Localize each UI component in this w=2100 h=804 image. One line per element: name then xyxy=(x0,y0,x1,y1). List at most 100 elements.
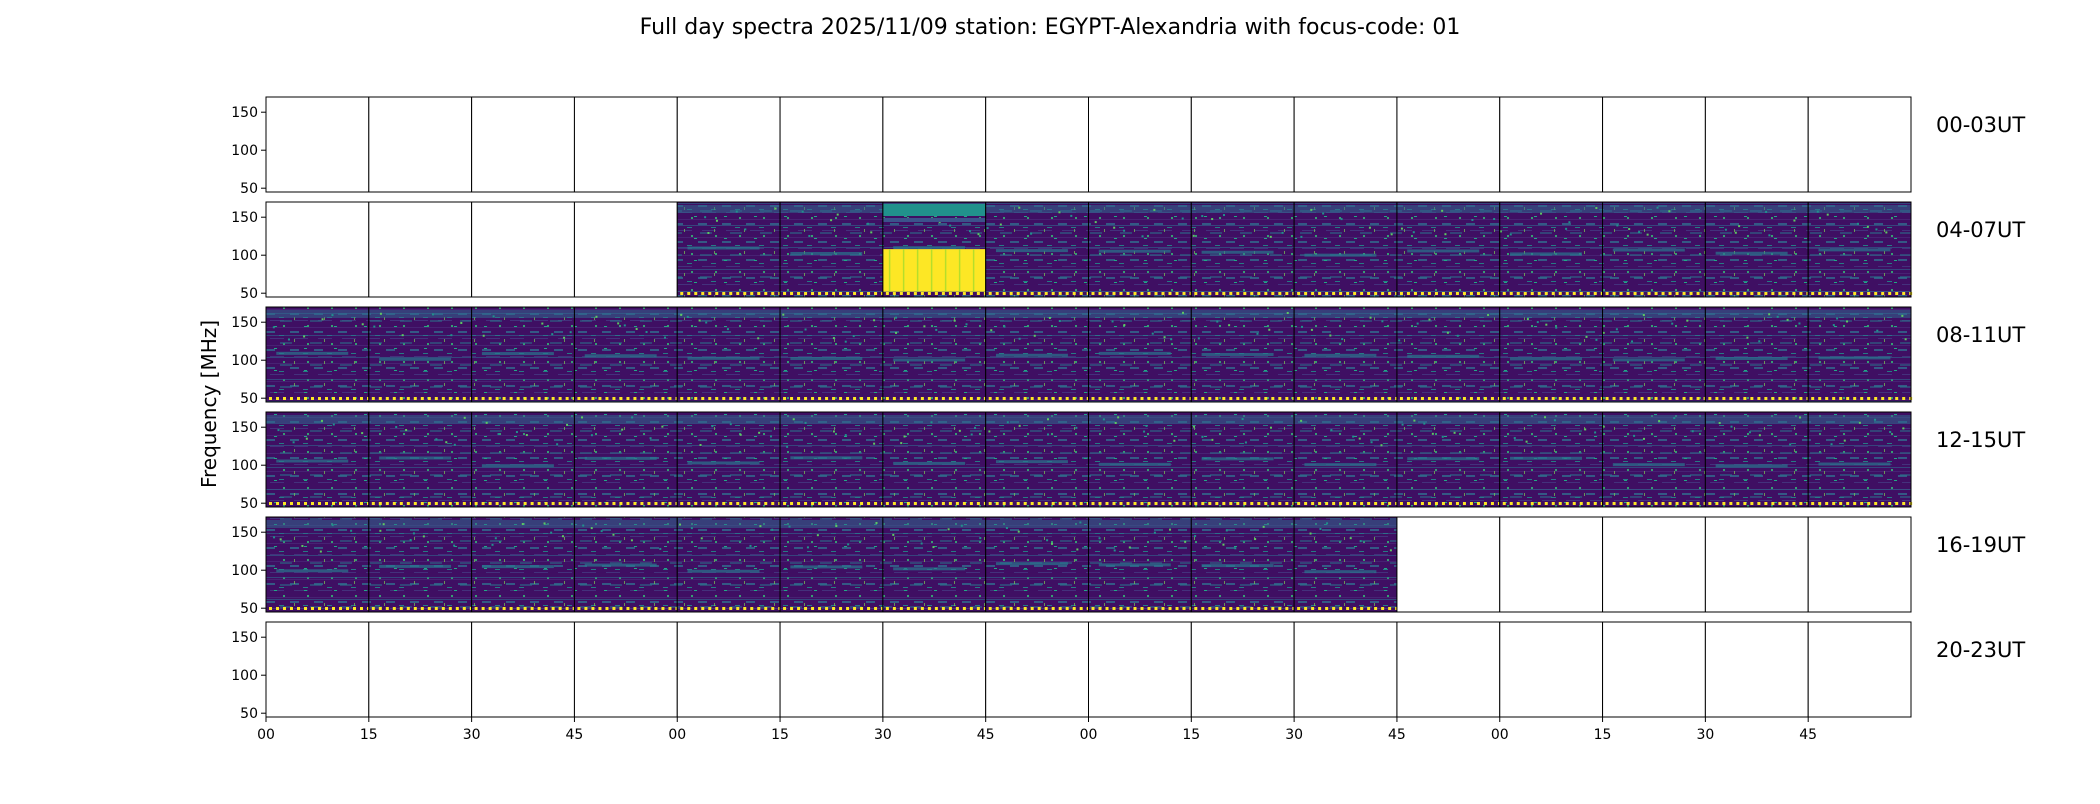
calibration-marker xyxy=(1811,292,1815,295)
calibration-marker xyxy=(551,607,555,610)
spectrum-spot xyxy=(1211,438,1214,441)
calibration-marker xyxy=(687,397,691,400)
calibration-marker xyxy=(427,607,431,610)
calibration-marker xyxy=(1605,502,1609,505)
calibration-marker xyxy=(1058,502,1062,505)
spectrum-panel xyxy=(1499,516,1604,613)
spectrum-spot xyxy=(1874,418,1877,421)
spectrum-spot xyxy=(1786,318,1789,321)
calibration-marker xyxy=(1091,502,1095,505)
calibration-marker xyxy=(1098,397,1102,400)
calibration-marker xyxy=(509,607,513,610)
empty-panel xyxy=(1705,517,1809,612)
spectrum-spot xyxy=(1244,441,1247,444)
spectrum-spot xyxy=(1718,422,1721,425)
calibration-marker xyxy=(399,397,403,400)
calibration-marker xyxy=(1030,607,1034,610)
spectrum-texture-overlay xyxy=(1396,307,1500,402)
spectrum-texture-overlay xyxy=(1294,412,1397,507)
calibration-marker xyxy=(1399,292,1403,295)
calibration-marker xyxy=(1133,607,1137,610)
spectrum-spot xyxy=(301,544,304,547)
calibration-marker xyxy=(1065,502,1069,505)
spectrum-band-mid xyxy=(893,461,966,465)
calibration-marker xyxy=(934,607,938,610)
spectrum-spot xyxy=(1441,435,1444,438)
spectrum-spot xyxy=(1381,320,1384,323)
calibration-marker xyxy=(839,397,843,400)
calibration-marker xyxy=(757,292,761,295)
calibration-marker xyxy=(1785,292,1789,295)
calibration-marker xyxy=(818,502,822,505)
spectrum-panel xyxy=(1190,516,1296,613)
calibration-marker xyxy=(797,502,801,505)
calibration-marker xyxy=(1771,397,1775,400)
calibration-marker xyxy=(1675,502,1679,505)
spectrum-spot xyxy=(1281,231,1284,234)
calibration-marker xyxy=(1222,397,1226,400)
calibration-marker xyxy=(1516,292,1520,295)
calibration-marker xyxy=(488,607,492,610)
spectrum-spot xyxy=(1169,528,1172,531)
calibration-marker xyxy=(1339,292,1343,295)
spectrum-band-high xyxy=(1602,415,1706,423)
calibration-marker xyxy=(661,502,665,505)
calibration-marker xyxy=(804,607,808,610)
calibration-marker xyxy=(1147,292,1151,295)
spectrum-spot xyxy=(450,334,453,337)
burst-streak xyxy=(958,249,961,292)
x-tick-label: 45 xyxy=(1799,727,1817,743)
spectrum-panel xyxy=(1293,411,1399,508)
spectrum-band-mid xyxy=(1098,563,1171,567)
spectrum-panel xyxy=(1396,411,1501,508)
calibration-marker xyxy=(1271,292,1275,295)
calibration-marker xyxy=(481,607,485,610)
calibration-marker xyxy=(1250,292,1254,295)
y-tick-label: 100 xyxy=(231,353,258,369)
spectrum-band-high xyxy=(985,520,1089,528)
calibration-marker xyxy=(1509,502,1513,505)
calibration-marker xyxy=(654,502,658,505)
spectrum-spot xyxy=(1111,320,1114,323)
y-tick-label: 50 xyxy=(240,706,258,722)
spectrum-spot xyxy=(435,438,438,441)
spectrum-spot xyxy=(923,325,926,328)
spectrum-spot xyxy=(1349,537,1352,540)
calibration-marker xyxy=(311,502,314,505)
calibration-marker xyxy=(771,292,775,295)
calibration-marker xyxy=(598,502,602,505)
spectrum-spot xyxy=(895,316,898,319)
calibration-marker xyxy=(360,397,363,400)
calibration-marker xyxy=(1194,292,1198,295)
calibration-marker xyxy=(1626,292,1630,295)
calibration-marker xyxy=(969,292,973,295)
calibration-marker xyxy=(1236,292,1240,295)
chart-title: Full day spectra 2025/11/09 station: EGY… xyxy=(640,15,1461,40)
empty-panel xyxy=(1088,622,1192,717)
x-tick-label: 00 xyxy=(257,727,275,743)
calibration-marker xyxy=(462,397,466,400)
empty-panel xyxy=(1602,622,1706,717)
calibration-marker xyxy=(1825,397,1829,400)
burst-streak xyxy=(916,249,919,292)
spectrum-spot xyxy=(699,443,702,446)
calibration-marker xyxy=(1413,502,1417,505)
calibration-marker xyxy=(332,607,335,610)
x-tick-label: 15 xyxy=(360,727,378,743)
calibration-marker xyxy=(551,397,555,400)
spectrum-band-high xyxy=(266,520,369,528)
calibration-marker xyxy=(1682,502,1686,505)
spectrum-panel xyxy=(1396,516,1501,613)
calibration-marker xyxy=(743,292,747,295)
calibration-marker xyxy=(311,607,314,610)
calibration-marker xyxy=(680,292,684,295)
spectrum-band-mid xyxy=(687,246,760,250)
calibration-marker xyxy=(743,607,747,610)
calibration-marker xyxy=(1586,292,1590,295)
spectrum-spot xyxy=(1322,212,1325,215)
calibration-marker xyxy=(790,502,794,505)
spectrum-spot xyxy=(965,323,968,326)
calibration-marker xyxy=(385,607,389,610)
calibration-marker xyxy=(1119,502,1123,505)
spectrum-panel xyxy=(471,621,575,718)
